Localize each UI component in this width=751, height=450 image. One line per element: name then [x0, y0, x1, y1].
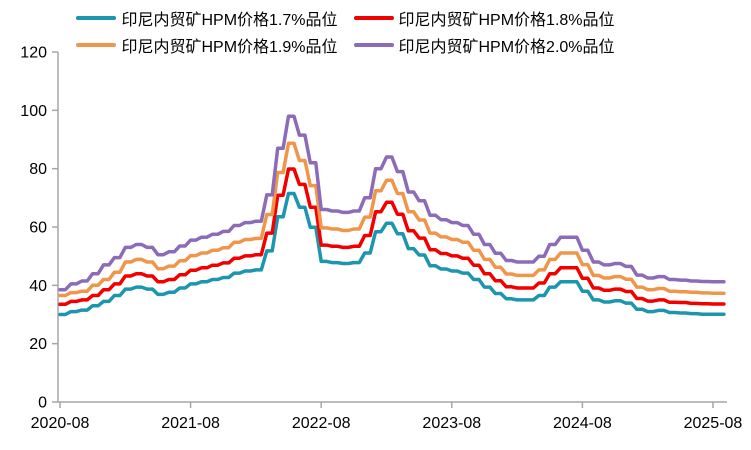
- legend-item-1-9: 印尼内贸矿HPM价格1.9%品位: [76, 33, 338, 57]
- y-tick-label: 60: [29, 220, 47, 237]
- legend-label-1-7: 印尼内贸矿HPM价格1.7%品位: [121, 12, 338, 29]
- chart-legend: 印尼内贸矿HPM价格1.7%品位 印尼内贸矿HPM价格1.8%品位 印尼内贸矿H…: [0, 6, 721, 57]
- y-tick-label: 80: [29, 161, 47, 178]
- series-line-2: [58, 141, 726, 298]
- y-tick-label: 0: [38, 395, 47, 412]
- legend-line-swatch-1-7: [76, 16, 117, 20]
- x-tick-label: 2021-08: [161, 415, 220, 432]
- legend-label-1-9: 印尼内贸矿HPM价格1.9%品位: [121, 39, 338, 56]
- y-tick-label: 120: [20, 45, 47, 62]
- series-line-1: [58, 167, 726, 307]
- x-tick-label: 2025-08: [684, 415, 743, 432]
- legend-line-swatch-1-9: [76, 43, 117, 47]
- x-axis-ticks: 2020-08 2021-08 2022-08 2023-08 2024-08 2025-…: [31, 402, 743, 432]
- legend-line-swatch-2-0: [353, 43, 394, 47]
- series-line-0: [58, 191, 726, 317]
- x-tick-label: 2024-08: [553, 415, 612, 432]
- y-tick-label: 40: [29, 278, 47, 295]
- legend-label-2-0: 印尼内贸矿HPM价格2.0%品位: [398, 39, 615, 56]
- legend-item-2-0: 印尼内贸矿HPM价格2.0%品位: [353, 33, 615, 57]
- legend-label-1-8: 印尼内贸矿HPM价格1.8%品位: [398, 12, 615, 29]
- legend-line-swatch-1-8: [353, 16, 394, 20]
- y-axis-ticks: 0 20 40 60 80 100 120: [20, 45, 58, 412]
- x-tick-label: 2023-08: [422, 415, 481, 432]
- y-tick-label: 100: [20, 103, 47, 120]
- y-tick-label: 20: [29, 336, 47, 353]
- legend-item-1-7: 印尼内贸矿HPM价格1.7%品位: [76, 6, 338, 30]
- x-tick-label: 2022-08: [292, 415, 351, 432]
- legend-item-1-8: 印尼内贸矿HPM价格1.8%品位: [353, 6, 615, 30]
- x-tick-label: 2020-08: [31, 415, 90, 432]
- series-line-3: [58, 114, 726, 292]
